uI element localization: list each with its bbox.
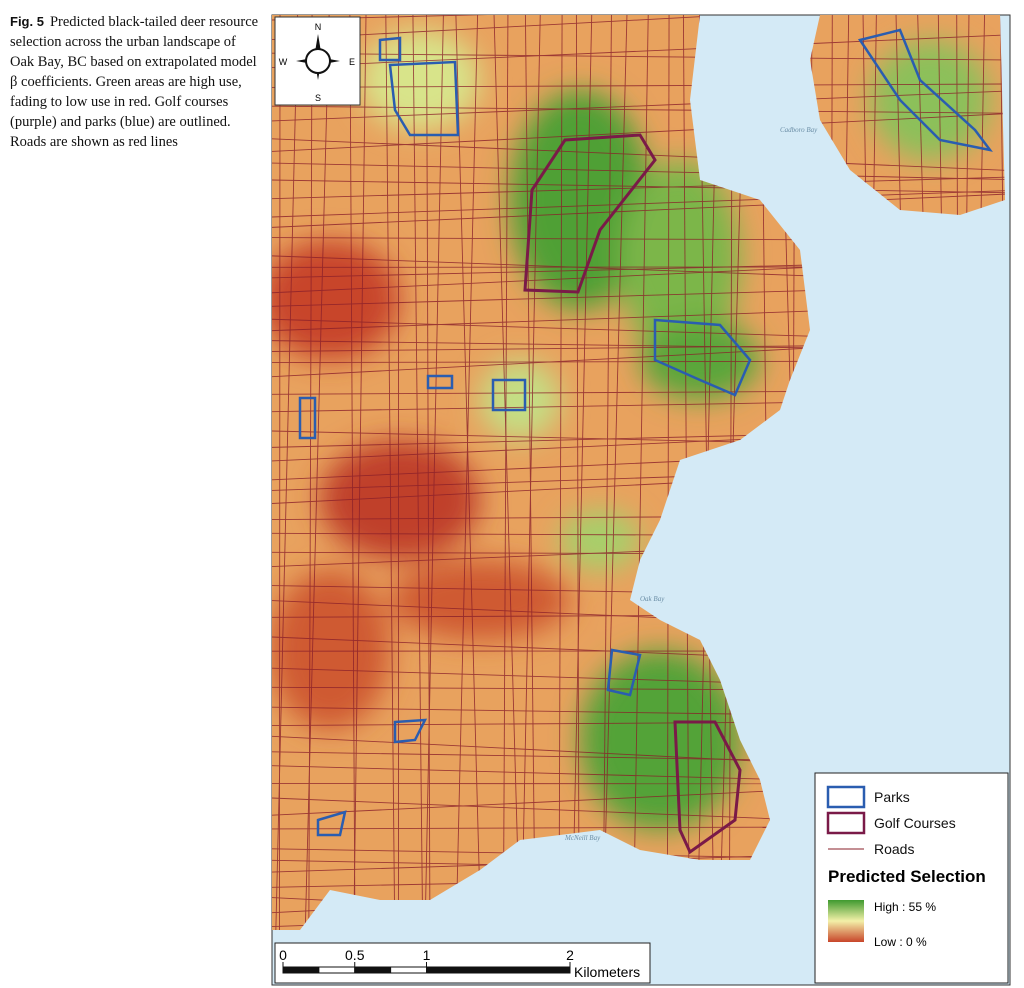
road [426, 15, 431, 930]
place-label: McNeill Bay [564, 834, 601, 842]
legend-title: Predicted Selection [828, 867, 986, 886]
park [378, 36, 402, 62]
road [1000, 15, 1005, 930]
road [272, 34, 1005, 69]
compass-n: N [315, 22, 322, 32]
legend: Parks Golf Courses Roads Predicted Selec… [814, 772, 1009, 984]
road [272, 179, 1005, 194]
scale-segment [426, 966, 571, 974]
park [426, 374, 454, 390]
road [349, 15, 356, 930]
road [272, 15, 1005, 41]
road [385, 15, 396, 930]
compass-w: W [279, 57, 288, 67]
park [393, 718, 428, 744]
park [606, 648, 642, 697]
scale-unit: Kilometers [574, 964, 640, 980]
legend-golf-swatch [826, 811, 866, 835]
legend-high: High : 55 % [874, 900, 936, 914]
road [520, 15, 541, 930]
road [272, 176, 1005, 200]
legend-gradient [828, 900, 864, 942]
park [491, 378, 527, 412]
place-label: Cadboro Bay [780, 126, 818, 134]
road [575, 15, 580, 930]
park [298, 396, 317, 440]
road [272, 90, 1005, 122]
road [272, 138, 1005, 171]
scale-segment [282, 966, 320, 974]
scale-label: 1 [423, 947, 431, 963]
road [274, 15, 299, 930]
road [412, 15, 424, 930]
road [558, 15, 563, 930]
golf-course [673, 720, 742, 855]
park [653, 318, 752, 397]
road [272, 52, 1005, 61]
road [493, 15, 522, 930]
road [272, 15, 1005, 21]
caption: Fig. 5 Predicted black-tailed deer resour… [10, 12, 262, 152]
compass-s: S [315, 93, 321, 103]
road [601, 15, 628, 930]
road [308, 15, 313, 930]
golf-course [523, 133, 657, 294]
compass: N E S W [274, 16, 361, 106]
road [602, 15, 612, 930]
legend-label: Parks [874, 789, 910, 805]
road [272, 162, 1005, 181]
scale-box [274, 942, 651, 984]
road [423, 15, 444, 930]
road [454, 15, 479, 930]
road [272, 193, 1005, 228]
road [272, 83, 1005, 88]
park [857, 28, 993, 152]
scale-label: 0 [279, 947, 287, 963]
road [272, 112, 1005, 152]
legend-park-swatch [826, 785, 866, 809]
road [352, 15, 367, 930]
compass-ring [305, 48, 331, 74]
park [388, 60, 460, 137]
road [303, 15, 330, 930]
scale-label: 0.5 [345, 947, 365, 963]
road [502, 15, 509, 930]
park [316, 810, 347, 837]
parks [298, 28, 993, 837]
road [278, 15, 281, 930]
legend-label: Golf Courses [874, 815, 956, 831]
road [632, 15, 649, 930]
scale-segment [354, 966, 392, 974]
place-label: Oak Bay [640, 595, 665, 603]
road [455, 15, 483, 930]
scale-segment [318, 966, 356, 974]
legend-label: Roads [874, 841, 914, 857]
scale-label: 2 [566, 947, 574, 963]
road [272, 190, 1005, 218]
scale-segment [390, 966, 427, 974]
compass-e: E [349, 57, 355, 67]
legend-low: Low : 0 % [874, 935, 927, 949]
figure-label: Fig. 5 [10, 14, 44, 29]
caption-text: Predicted black-tailed deer resource sel… [10, 14, 259, 150]
road [570, 15, 593, 930]
